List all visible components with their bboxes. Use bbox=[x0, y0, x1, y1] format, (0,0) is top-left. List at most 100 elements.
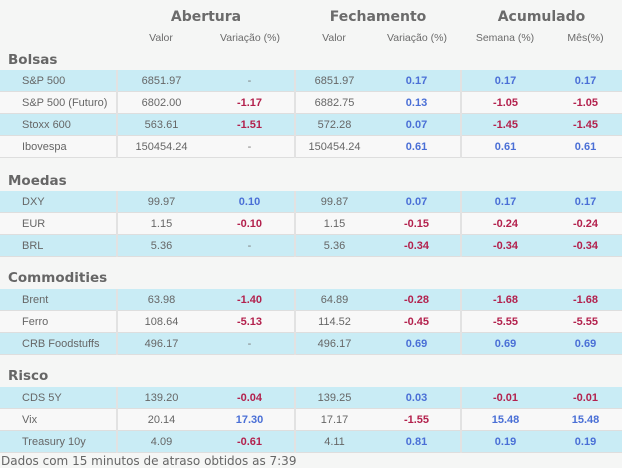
table-row: DXY 99.97 0.10 99.87 0.07 0.17 0.17 bbox=[0, 191, 622, 213]
variation-cell: -1.68 bbox=[549, 289, 622, 311]
table-row: CRB Foodstuffs 496.17-496.17 0.69 0.69 0.69 bbox=[0, 332, 622, 355]
section-title-commodities: Commodities bbox=[8, 270, 108, 286]
variation-cell: -1.68 bbox=[461, 289, 549, 311]
variation-cell: -0.04 bbox=[205, 387, 296, 409]
table-row: S&P 500 6851.97-6851.97 0.17 0.17 0.17 bbox=[0, 70, 622, 92]
table-row: S&P 500 (Futuro) 6802.00 -1.17 6882.75 0.13-… bbox=[0, 91, 622, 114]
variation-cell: -1.45 bbox=[549, 113, 622, 136]
variation-cell: 0.69 bbox=[373, 332, 462, 355]
asset-name: BRL bbox=[0, 234, 118, 257]
variation-cell: 0.17 bbox=[461, 70, 549, 92]
variation-cell: -1.05 bbox=[461, 91, 549, 114]
value-cell: 63.98 bbox=[117, 289, 205, 311]
asset-name: S&P 500 (Futuro) bbox=[0, 91, 118, 114]
asset-name: Vix bbox=[0, 408, 118, 431]
table-row: CDS 5Y 139.20 -0.04 139.25 0.03 -0.01 -0.01 bbox=[0, 387, 622, 409]
value-cell: 6851.97 bbox=[295, 70, 373, 92]
value-cell: 150454.24 bbox=[295, 135, 373, 158]
variation-cell: -0.24 bbox=[549, 212, 622, 235]
variation-cell: 0.69 bbox=[549, 332, 622, 355]
variation-cell: -1.05 bbox=[549, 91, 622, 114]
col-abertura-valor: Valor bbox=[149, 32, 173, 44]
asset-name: S&P 500 bbox=[0, 70, 118, 92]
variation-cell: 0.69 bbox=[461, 332, 549, 355]
column-group-headers: Abertura Fechamento Acumulado bbox=[0, 9, 622, 29]
value-cell: 6802.00 bbox=[117, 91, 205, 114]
variation-cell: 0.13 bbox=[373, 91, 462, 114]
variation-cell: 15.48 bbox=[549, 408, 622, 431]
column-headers: Valor Variação (%) Valor Variação (%) Se… bbox=[0, 32, 622, 46]
col-mes: Mês(%) bbox=[567, 32, 604, 44]
variation-cell: -0.01 bbox=[549, 387, 622, 409]
value-cell: 150454.24 bbox=[117, 135, 205, 158]
variation-cell: 0.17 bbox=[461, 191, 549, 213]
asset-name: EUR bbox=[0, 212, 118, 235]
value-cell: 99.87 bbox=[295, 191, 373, 213]
value-cell: 572.28 bbox=[295, 113, 373, 136]
variation-cell: 0.61 bbox=[373, 135, 462, 158]
table-row: Treasury 10y 4.09 -0.61 4.11 0.81 0.19 0.19 bbox=[0, 430, 622, 453]
variation-cell: 0.17 bbox=[549, 191, 622, 213]
value-cell: 1.15 bbox=[117, 212, 205, 235]
section-title-moedas: Moedas bbox=[8, 173, 67, 189]
asset-name: CDS 5Y bbox=[0, 387, 118, 409]
variation-cell: -0.28 bbox=[373, 289, 462, 311]
variation-cell: 15.48 bbox=[461, 408, 549, 431]
variation-cell: -1.45 bbox=[461, 113, 549, 136]
variation-cell: 0.17 bbox=[549, 70, 622, 92]
col-abertura-variacao: Variação (%) bbox=[220, 32, 280, 44]
table-row: Ibovespa 150454.24-150454.24 0.61 0.61 0.61 bbox=[0, 135, 622, 158]
variation-cell: -5.13 bbox=[205, 310, 296, 333]
value-cell: 99.97 bbox=[117, 191, 205, 213]
variation-cell: 0.07 bbox=[373, 191, 462, 213]
variation-cell: -0.15 bbox=[373, 212, 462, 235]
value-cell: 6882.75 bbox=[295, 91, 373, 114]
value-cell: 496.17 bbox=[117, 332, 205, 355]
variation-cell: -0.10 bbox=[205, 212, 296, 235]
variation-cell: -1.40 bbox=[205, 289, 296, 311]
variation-cell: -0.61 bbox=[205, 430, 296, 453]
asset-name: Treasury 10y bbox=[0, 430, 118, 453]
variation-cell: 0.19 bbox=[549, 430, 622, 453]
table-row: Brent 63.98 -1.40 64.89 -0.28 -1.68 -1.68 bbox=[0, 289, 622, 311]
variation-cell: 0.81 bbox=[373, 430, 462, 453]
variation-cell: -1.17 bbox=[205, 91, 296, 114]
value-cell: 20.14 bbox=[117, 408, 205, 431]
value-cell: 17.17 bbox=[295, 408, 373, 431]
asset-name: Ferro bbox=[0, 310, 118, 333]
asset-name: Brent bbox=[0, 289, 118, 311]
value-cell: 5.36 bbox=[295, 234, 373, 257]
variation-cell: - bbox=[205, 135, 296, 158]
variation-cell: 0.10 bbox=[205, 191, 296, 213]
variation-cell: -0.34 bbox=[461, 234, 549, 257]
value-cell: 1.15 bbox=[295, 212, 373, 235]
variation-cell: 0.17 bbox=[373, 70, 462, 92]
value-cell: 4.11 bbox=[295, 430, 373, 453]
variation-cell: -5.55 bbox=[549, 310, 622, 333]
variation-cell: -0.24 bbox=[461, 212, 549, 235]
table-moedas: DXY 99.97 0.10 99.87 0.07 0.17 0.17 EUR 1.15 -0.1… bbox=[0, 191, 622, 257]
value-cell: 6851.97 bbox=[117, 70, 205, 92]
value-cell: 4.09 bbox=[117, 430, 205, 453]
table-commodities: Brent 63.98 -1.40 64.89 -0.28 -1.68 -1.68 Ferro… bbox=[0, 289, 622, 355]
variation-cell: -1.51 bbox=[205, 113, 296, 136]
value-cell: 108.64 bbox=[117, 310, 205, 333]
footer-note: Dados com 15 minutos de atraso obtidos a… bbox=[1, 454, 297, 468]
table-risco: CDS 5Y 139.20 -0.04 139.25 0.03 -0.01 -0.01 Vix… bbox=[0, 387, 622, 453]
asset-name: CRB Foodstuffs bbox=[0, 332, 118, 355]
value-cell: 563.61 bbox=[117, 113, 205, 136]
variation-cell: 0.61 bbox=[549, 135, 622, 158]
table-row: Stoxx 600 563.61 -1.51 572.28 0.07 -1.45 -1.45 bbox=[0, 113, 622, 136]
value-cell: 139.20 bbox=[117, 387, 205, 409]
group-acumulado: Acumulado bbox=[497, 9, 586, 25]
variation-cell: 0.03 bbox=[373, 387, 462, 409]
table-row: BRL 5.36-5.36 -0.34 -0.34 -0.34 bbox=[0, 234, 622, 257]
value-cell: 139.25 bbox=[295, 387, 373, 409]
variation-cell: -0.34 bbox=[373, 234, 462, 257]
table-row: Ferro 108.64 -5.13 114.52 -0.45 -5.55 -5.55 bbox=[0, 310, 622, 333]
variation-cell: - bbox=[205, 332, 296, 355]
asset-name: Stoxx 600 bbox=[0, 113, 118, 136]
group-fechamento: Fechamento bbox=[329, 9, 427, 25]
variation-cell: -0.45 bbox=[373, 310, 462, 333]
group-abertura: Abertura bbox=[170, 9, 242, 25]
